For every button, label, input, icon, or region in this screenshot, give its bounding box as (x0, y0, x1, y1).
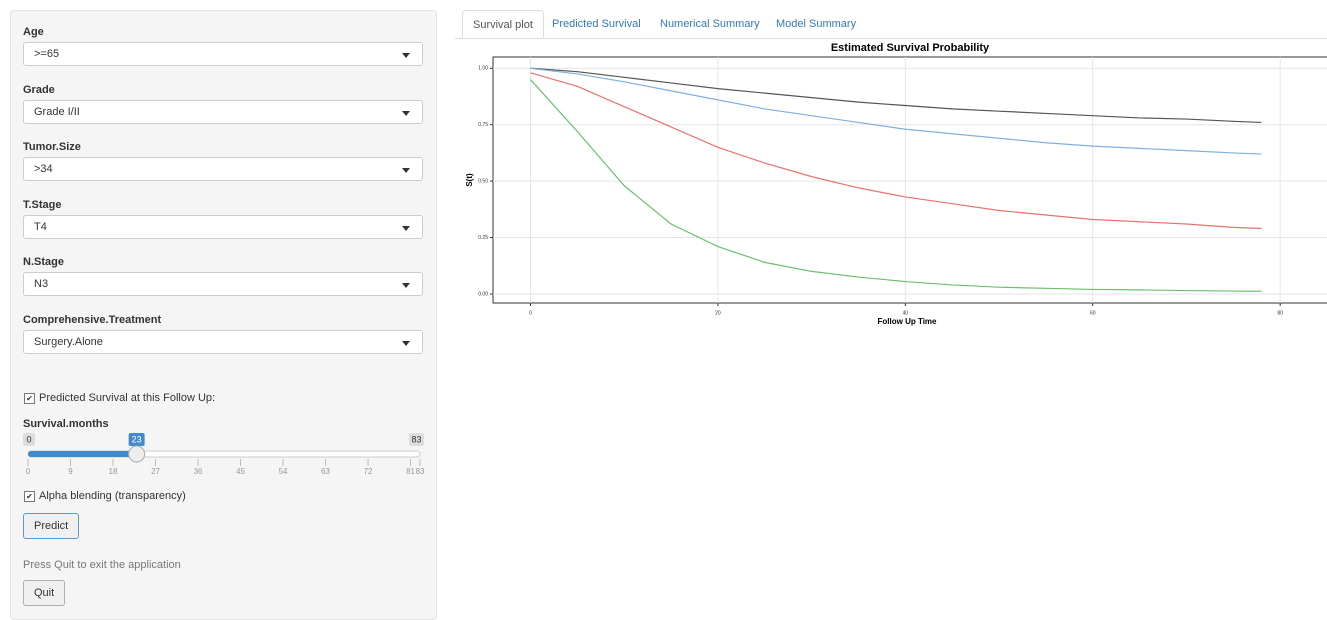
survival-curve (530, 67, 1262, 155)
field-label: T.Stage (23, 198, 62, 211)
slider-fill (28, 451, 137, 457)
checkbox[interactable]: ✔ (24, 393, 35, 404)
x-tick-label: 20 (715, 310, 721, 316)
field-label: N.Stage (23, 256, 64, 268)
select-box[interactable]: T4 (23, 214, 423, 239)
slider-value: 23 (132, 434, 142, 444)
y-tick-label: 0.00 (478, 291, 488, 297)
checkbox-label: Alpha blending (transparency) (39, 490, 186, 502)
select-box[interactable]: >34 (23, 157, 423, 181)
x-tick-label: 80 (1277, 310, 1283, 316)
y-tick-label: 0.25 (478, 235, 488, 241)
select-box[interactable]: >=65 (23, 42, 423, 66)
select-box[interactable]: N3 (23, 272, 423, 296)
survival-curve (530, 67, 1262, 124)
slider-tick-label: 9 (68, 467, 73, 476)
slider-max: 83 (411, 434, 421, 444)
y-tick-label: 0.50 (478, 178, 488, 184)
tab[interactable]: Model Summary (776, 18, 857, 30)
chart-title: Estimated Survival Probability (831, 42, 990, 54)
x-tick-label: 40 (903, 310, 909, 316)
slider-label: Survival.months (23, 418, 109, 430)
x-axis-label: Follow Up Time (878, 317, 938, 326)
quit-note: Press Quit to exit the application (23, 559, 181, 571)
select-box[interactable]: Surgery.Alone (23, 329, 423, 354)
x-tick-label: 0 (529, 310, 532, 316)
slider-min: 0 (26, 434, 31, 444)
predict-button[interactable]: Predict (23, 513, 80, 539)
slider-tick-label: 45 (236, 467, 245, 476)
tab-rule (455, 38, 1327, 39)
select-box[interactable]: Grade I/II (23, 99, 423, 124)
quit-button[interactable]: Quit (23, 580, 66, 606)
slider-tick-label: 72 (364, 467, 373, 476)
slider-tick-label: 54 (279, 467, 288, 476)
field-label: Comprehensive.Treatment (23, 313, 162, 326)
field-label: Tumor.Size (23, 141, 81, 153)
slider-handle[interactable] (128, 445, 146, 463)
slider-tick-label: 18 (109, 467, 118, 476)
checkbox[interactable]: ✔ (24, 491, 35, 502)
field-label: Grade (23, 83, 55, 96)
survival-curve (530, 72, 1262, 230)
slider-tick-label: 81 (406, 467, 415, 476)
survival-curve (530, 79, 1262, 292)
slider-tick-label: 83 (416, 467, 425, 476)
slider-max-badge (409, 433, 424, 446)
y-tick-label: 0.75 (478, 122, 488, 128)
tab[interactable]: Predicted Survival (552, 18, 641, 30)
slider-min-badge (23, 433, 35, 446)
x-tick-label: 60 (1090, 310, 1096, 316)
tab[interactable]: Survival plot (462, 10, 544, 38)
field-label: Age (23, 26, 44, 38)
plot-panel (492, 56, 1327, 304)
slider-tick-label: 0 (26, 467, 31, 476)
y-axis-label: S(t) (465, 173, 474, 187)
slider-tick-label: 27 (151, 467, 160, 476)
slider-value-badge (128, 433, 145, 446)
slider-tick-label: 36 (194, 467, 203, 476)
tab[interactable]: Numerical Summary (660, 18, 760, 30)
slider-tick-label: 63 (321, 467, 330, 476)
y-tick-label: 1.00 (478, 66, 488, 72)
checkbox-label: Predicted Survival at this Follow Up: (39, 392, 216, 404)
